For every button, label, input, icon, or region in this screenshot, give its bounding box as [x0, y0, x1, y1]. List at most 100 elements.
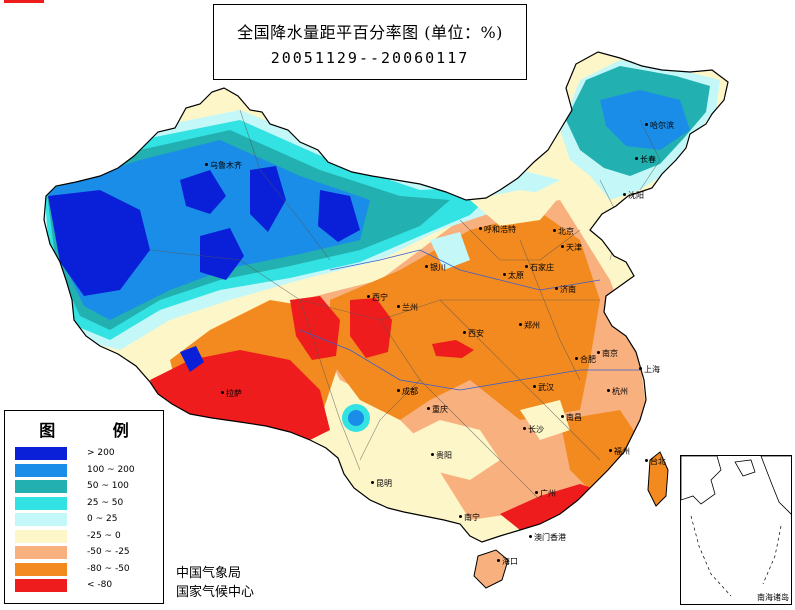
- legend-label: > 200: [87, 448, 115, 458]
- city-label: 合肥: [580, 355, 596, 364]
- legend-label: -25 ~ 0: [87, 530, 121, 541]
- city-label: 太原: [508, 271, 524, 280]
- corner-mark: [4, 0, 44, 3]
- legend-swatch: [15, 513, 67, 526]
- legend-item: 100 ~ 200: [15, 463, 160, 477]
- city-label: 台北: [650, 457, 666, 466]
- inset-map: [681, 456, 791, 597]
- city-marker: [397, 389, 400, 392]
- city-label: 贵阳: [436, 451, 452, 460]
- city-marker: [367, 295, 370, 298]
- legend-label: 50 ~ 100: [87, 481, 129, 491]
- agency-line2: 国家气候中心: [176, 585, 255, 600]
- legend-swatch: [15, 447, 67, 460]
- city-marker: [371, 481, 374, 484]
- legend-label: -50 ~ -25: [87, 547, 130, 557]
- city-marker: [479, 227, 482, 230]
- city-label: 海口: [502, 557, 518, 566]
- legend-title: 图 例: [39, 421, 155, 440]
- legend-label: < -80: [87, 580, 113, 590]
- city-marker: [425, 265, 428, 268]
- city-marker: [623, 193, 626, 196]
- city-label: 石家庄: [530, 263, 554, 272]
- city-label: 上海: [644, 365, 660, 374]
- city-marker: [555, 287, 558, 290]
- legend: 图 例 > 200 100 ~ 200 50 ~ 100 25 ~ 50 0 ~ 25 -…: [4, 410, 164, 604]
- city-label: 杭州: [612, 387, 628, 396]
- city-label: 成都: [402, 387, 418, 396]
- map-title: 全国降水量距平百分率图 (单位：%): [237, 23, 503, 42]
- city-marker: [597, 351, 600, 354]
- city-marker: [503, 273, 506, 276]
- legend-item: -25 ~ 0: [15, 529, 160, 543]
- agency-line1: 中国气象局: [176, 566, 242, 581]
- china-outline: [43, 51, 729, 543]
- city-marker: [609, 449, 612, 452]
- inset-label: 南海诸岛: [757, 593, 789, 602]
- city-label: 长春: [640, 155, 656, 164]
- city-marker: [553, 229, 556, 232]
- legend-item: -80 ~ -50: [15, 562, 160, 576]
- legend-swatch: [15, 529, 67, 543]
- city-marker: [535, 491, 538, 494]
- city-label: 广州: [540, 489, 556, 498]
- city-label: 兰州: [402, 303, 418, 312]
- legend-item: < -80: [15, 579, 160, 592]
- legend-item: -50 ~ -25: [15, 546, 160, 559]
- city-label: 南京: [602, 349, 618, 358]
- city-label: 乌鲁木齐: [210, 161, 242, 170]
- legend-item: 25 ~ 50: [15, 496, 160, 510]
- city-marker: [459, 515, 462, 518]
- city-label: 武汉: [538, 383, 554, 392]
- city-label: 昆明: [376, 479, 392, 488]
- city-label: 拉萨: [226, 389, 242, 398]
- city-label: 银川: [430, 263, 446, 272]
- city-marker: [645, 459, 648, 462]
- city-label: 南宁: [464, 513, 480, 522]
- city-marker: [205, 163, 208, 166]
- legend-swatch: [15, 546, 67, 559]
- taiwan-island: [647, 451, 669, 507]
- city-label: 西安: [468, 329, 484, 338]
- date-range: 20051129--20060117: [270, 49, 470, 67]
- city-marker: [561, 245, 564, 248]
- legend-swatch: [15, 463, 67, 477]
- legend-label: 25 ~ 50: [87, 497, 124, 508]
- city-label: 南昌: [566, 413, 582, 422]
- city-label: 澳门香港: [534, 533, 566, 542]
- city-marker: [575, 357, 578, 360]
- city-marker: [639, 367, 642, 370]
- city-marker: [497, 559, 500, 562]
- city-label: 哈尔滨: [650, 121, 674, 130]
- legend-item: 0 ~ 25: [15, 513, 160, 526]
- city-label: 长沙: [528, 425, 544, 434]
- legend-item: 50 ~ 100: [15, 480, 160, 493]
- city-marker: [525, 265, 528, 268]
- city-marker: [523, 427, 526, 430]
- city-marker: [431, 453, 434, 456]
- city-marker: [519, 323, 522, 326]
- south-china-sea-inset: 南海诸岛: [680, 455, 792, 605]
- city-marker: [529, 535, 532, 538]
- city-marker: [463, 331, 466, 334]
- city-label: 济南: [560, 285, 576, 294]
- city-marker: [427, 407, 430, 410]
- legend-label: -80 ~ -50: [87, 563, 130, 574]
- city-label: 呼和浩特: [484, 225, 516, 234]
- city-marker: [635, 157, 638, 160]
- legend-item: > 200: [15, 447, 160, 460]
- city-label: 重庆: [432, 405, 448, 414]
- city-label: 北京: [558, 227, 574, 236]
- city-label: 西宁: [372, 293, 388, 302]
- city-label: 郑州: [524, 321, 540, 330]
- city-label: 沈阳: [628, 191, 644, 200]
- title-box: 全国降水量距平百分率图 (单位：%) 20051129--20060117: [213, 4, 527, 80]
- legend-label: 100 ~ 200: [87, 464, 135, 475]
- legend-swatch: [15, 496, 67, 510]
- legend-swatch: [15, 562, 67, 576]
- city-marker: [397, 305, 400, 308]
- city-marker: [221, 391, 224, 394]
- city-label: 福州: [614, 447, 630, 456]
